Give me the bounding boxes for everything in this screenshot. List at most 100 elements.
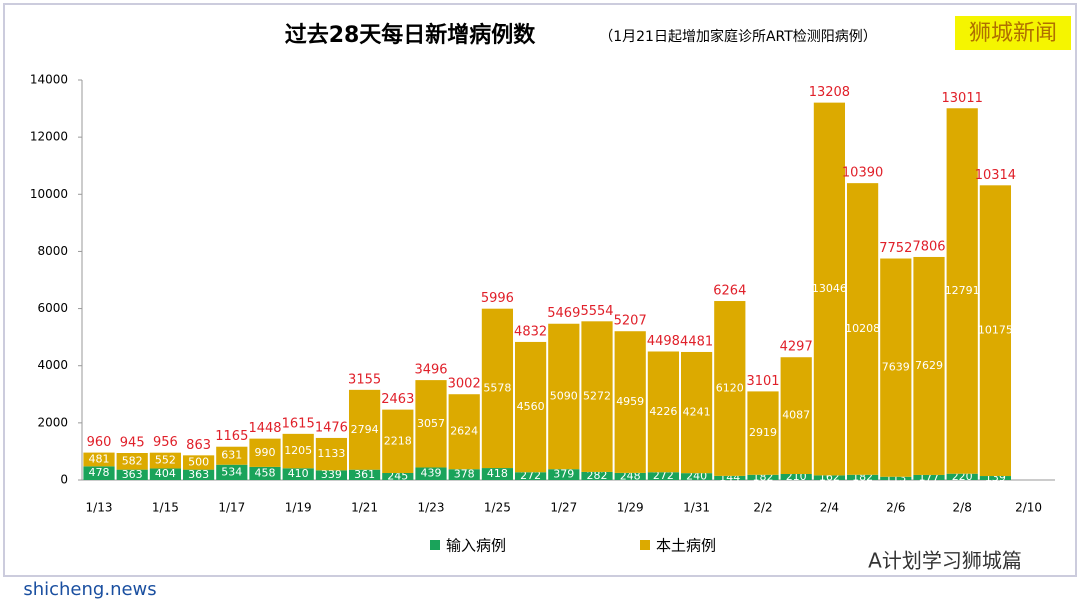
total-label: 10314 xyxy=(975,168,1016,183)
bar-segment xyxy=(282,468,314,480)
bar-segment xyxy=(149,468,182,480)
bar-segment xyxy=(116,469,148,480)
value-label: 272 xyxy=(520,469,541,482)
bar-segment xyxy=(680,473,713,480)
total-label: 13208 xyxy=(809,85,850,100)
x-tick-label: 1/13 xyxy=(86,501,113,515)
bar-segment xyxy=(913,256,945,475)
value-label: 363 xyxy=(188,468,209,481)
x-tick-label: 1/15 xyxy=(152,501,179,515)
value-label: 7629 xyxy=(915,359,943,372)
total-label: 5207 xyxy=(614,314,647,329)
total-label: 7752 xyxy=(879,241,912,256)
total-label: 2463 xyxy=(381,392,414,407)
bar-segment xyxy=(348,469,381,480)
value-label: 631 xyxy=(221,449,242,462)
x-tick-label: 1/19 xyxy=(285,501,312,515)
x-tick-label: 1/25 xyxy=(484,501,511,515)
legend-label: 本土病例 xyxy=(656,537,716,555)
bar-segment xyxy=(249,466,281,480)
bar-segment xyxy=(979,476,1012,480)
value-label: 552 xyxy=(155,454,176,467)
total-label: 7806 xyxy=(912,239,945,254)
bar-segment xyxy=(382,473,414,480)
bar-segment xyxy=(83,452,115,467)
value-label: 361 xyxy=(354,468,375,481)
value-label: 439 xyxy=(421,467,442,480)
bar-segment xyxy=(846,474,879,480)
value-label: 4226 xyxy=(649,405,677,418)
value-label: 500 xyxy=(188,455,209,468)
bar-segment xyxy=(614,472,646,480)
value-label: 379 xyxy=(553,468,574,481)
bar-segment xyxy=(747,391,779,475)
x-tick-label: 2/2 xyxy=(753,501,772,515)
value-label: 363 xyxy=(122,468,143,481)
bar-segment xyxy=(448,394,480,470)
total-label: 960 xyxy=(87,435,112,450)
bar-segment xyxy=(747,474,779,480)
value-label: 4560 xyxy=(517,400,545,413)
bar-segment xyxy=(514,472,547,480)
total-label: 6264 xyxy=(713,284,746,299)
bar-segment xyxy=(481,308,514,469)
total-label: 5996 xyxy=(481,291,514,306)
value-label: 6120 xyxy=(716,381,744,394)
bar-segment xyxy=(548,469,580,480)
total-label: 13011 xyxy=(942,91,983,106)
total-label: 3496 xyxy=(414,363,447,378)
value-label: 7639 xyxy=(882,361,910,374)
value-label: 10208 xyxy=(845,322,880,335)
watermark: A计划学习狮城篇 xyxy=(868,549,1022,573)
bar-segment xyxy=(149,452,182,469)
watermark: 狮城新闻 xyxy=(969,21,1057,46)
value-label: 282 xyxy=(587,469,608,482)
value-label: 272 xyxy=(653,469,674,482)
total-label: 10390 xyxy=(842,166,883,181)
value-label: 5272 xyxy=(583,390,611,403)
x-tick-label: 1/23 xyxy=(418,501,445,515)
bar-segment xyxy=(846,183,879,475)
y-tick-label: 2000 xyxy=(37,415,68,429)
total-label: 3002 xyxy=(448,377,481,392)
legend-swatch xyxy=(430,540,440,550)
total-label: 4832 xyxy=(514,324,547,339)
total-label: 5554 xyxy=(580,304,613,319)
bar-segment xyxy=(249,438,281,467)
value-label: 10175 xyxy=(978,324,1013,337)
bar-segment xyxy=(315,470,348,480)
total-label: 1165 xyxy=(215,429,248,444)
bar-segment xyxy=(415,467,447,480)
bar-segment xyxy=(182,469,215,480)
bar-segment xyxy=(481,468,514,480)
value-label: 5090 xyxy=(550,389,578,402)
y-tick-label: 8000 xyxy=(37,244,68,258)
total-label: 863 xyxy=(186,438,211,453)
legend-swatch xyxy=(640,540,650,550)
total-label: 4481 xyxy=(680,334,713,349)
bar-segment xyxy=(714,475,746,480)
total-label: 4498 xyxy=(647,334,680,349)
value-label: 378 xyxy=(454,468,475,481)
y-tick-label: 14000 xyxy=(30,73,68,87)
value-label: 2218 xyxy=(384,434,412,447)
bar-segment xyxy=(415,380,447,468)
value-label: 481 xyxy=(89,452,110,465)
value-label: 4241 xyxy=(683,406,711,419)
value-label: 13046 xyxy=(812,282,847,295)
value-label: 404 xyxy=(155,467,176,480)
bar-segment xyxy=(581,321,613,472)
x-tick-label: 2/8 xyxy=(953,501,972,515)
bar-segment xyxy=(813,475,846,480)
bar-segment xyxy=(946,473,978,480)
bar-segment xyxy=(780,474,812,480)
x-tick-label: 1/29 xyxy=(617,501,644,515)
value-label: 410 xyxy=(288,467,309,480)
bar-segment xyxy=(382,409,414,473)
bar-segment xyxy=(83,466,115,480)
y-tick-label: 4000 xyxy=(37,358,68,372)
value-label: 4959 xyxy=(616,395,644,408)
y-tick-label: 0 xyxy=(60,473,68,487)
bar-segment xyxy=(880,258,912,477)
value-label: 458 xyxy=(255,466,276,479)
